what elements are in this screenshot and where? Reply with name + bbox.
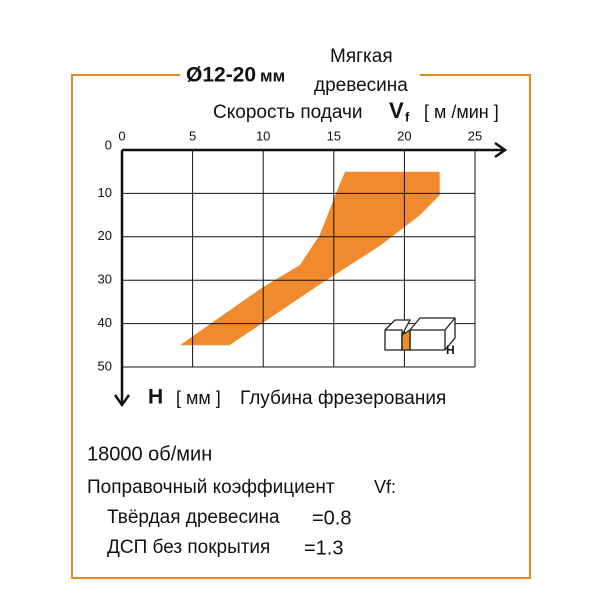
material: древесина: [314, 75, 408, 96]
title-unit: мм: [260, 66, 285, 85]
y-tick-label: 50: [98, 358, 112, 373]
frame-gap: [180, 60, 420, 90]
x-axis-symbol: V: [389, 98, 404, 123]
row-material: Твёрдая древесина: [107, 507, 280, 528]
chart-title: Ø12-20: [186, 64, 256, 87]
icon-cut: [401, 328, 411, 351]
x-tick-label: 25: [468, 128, 482, 143]
speed: 18000 об/мин: [87, 443, 212, 465]
x-axis-label: Скорость подачи: [213, 102, 363, 123]
y-tick-label: 30: [98, 272, 112, 287]
x-tick-label: 15: [327, 128, 341, 143]
y-axis-label: Глубина фрезерования: [240, 388, 446, 409]
x-tick-label: 20: [397, 128, 411, 143]
row-factor: =0.8: [312, 507, 351, 529]
x-axis: [122, 141, 508, 159]
y-tick-label: 20: [98, 228, 112, 243]
x-axis-subscript: f: [405, 109, 410, 124]
x-tick-label: 0: [118, 128, 125, 143]
y-tick-label: 0: [105, 137, 112, 152]
x-tick-label: 5: [189, 128, 196, 143]
row-material: ДСП без покрытия: [107, 537, 270, 558]
area: [179, 171, 440, 346]
icon-edge: [410, 317, 456, 350]
y-axis-unit: [ мм ]: [176, 388, 221, 408]
row-factor: =1.3: [304, 537, 343, 559]
y-axis-symbol: H: [148, 386, 163, 409]
x-axis-unit: [ м /мин ]: [424, 102, 499, 122]
y-axis: [113, 150, 131, 408]
x-tick-label: 10: [256, 128, 270, 143]
profile-icon: [384, 317, 456, 351]
icon-label: H: [446, 343, 455, 357]
y-tick-label: 10: [98, 185, 112, 200]
y-tick-label: 40: [98, 315, 112, 330]
coefficient-symbol: Vf:: [374, 477, 396, 497]
coefficient: Поправочный коэффициент: [87, 477, 335, 498]
material: Мягкая: [330, 46, 393, 67]
